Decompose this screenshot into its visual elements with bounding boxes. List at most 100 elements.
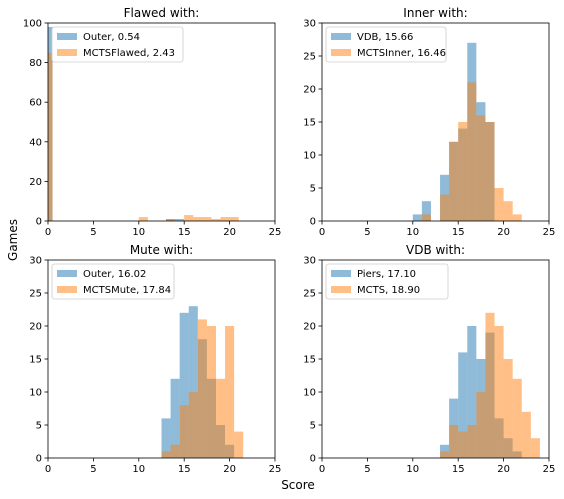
x-tick-label: 25 <box>269 227 282 238</box>
x-tick-label: 20 <box>223 227 236 238</box>
figure-x-label: Score <box>281 478 315 492</box>
legend-swatch <box>331 270 351 277</box>
bar-4-s2-3 <box>458 431 468 458</box>
x-tick-label: 25 <box>543 227 556 238</box>
legend-entry: Piers, 17.10 <box>357 269 416 280</box>
y-tick-label: 30 <box>303 19 316 30</box>
bar-2-s2-4 <box>449 141 459 221</box>
x-tick-label: 25 <box>543 464 556 475</box>
y-tick-label: 5 <box>310 184 316 195</box>
bar-1-s2-7 <box>211 219 221 221</box>
bar-2-s2-3 <box>440 194 450 221</box>
bar-3-s2-8 <box>225 326 235 458</box>
subplot-3: 0 5 10 15 20 25 0 5 10 15 20 25 30 Mute with: Outer, 1… <box>29 243 281 475</box>
bar-4-s2-10 <box>521 411 531 458</box>
bar-3-s1-4 <box>188 306 198 458</box>
legend-entry: Outer, 16.02 <box>83 269 146 280</box>
legend-entry: Outer, 0.54 <box>83 32 140 43</box>
bar-3-s1-3 <box>179 312 189 458</box>
subplot-2: 0 5 10 15 20 25 0 5 10 15 20 25 30 Inner with: VDB, 15… <box>303 6 555 238</box>
bar-1-s2-9 <box>229 217 239 221</box>
bar-1-s1-3 <box>175 219 185 221</box>
legend-box <box>51 263 175 300</box>
y-tick-label: 0 <box>36 217 42 228</box>
bar-1-s2-3 <box>166 219 176 221</box>
bar-4-s2-4 <box>467 425 477 458</box>
x-tick-label: 5 <box>90 227 96 238</box>
x-tick-label: 0 <box>45 464 51 475</box>
x-tick-label: 5 <box>364 227 370 238</box>
bar-2-s2-5 <box>458 122 468 221</box>
legend-box <box>325 26 447 63</box>
x-tick-label: 10 <box>132 227 145 238</box>
y-tick-label: 0 <box>310 217 316 228</box>
bar-4-s2-9 <box>512 378 522 458</box>
bar-2-s1-2 <box>421 201 431 221</box>
y-tick-label: 20 <box>29 177 42 188</box>
legend-swatch <box>57 49 77 56</box>
y-tick-label: 15 <box>29 355 42 366</box>
legend-swatch <box>331 49 351 56</box>
y-tick-label: 25 <box>29 289 42 300</box>
y-tick-label: 30 <box>303 256 316 267</box>
y-tick-label: 5 <box>310 421 316 432</box>
bar-1-s2-1 <box>48 52 53 222</box>
legend-box <box>325 263 449 300</box>
x-tick-label: 0 <box>319 464 325 475</box>
bar-4-s2-1 <box>440 451 450 458</box>
bar-1-s2-4 <box>184 215 194 221</box>
legend-swatch <box>57 270 77 277</box>
bar-4-s2-6 <box>485 312 495 458</box>
legend-entry: MCTSInner, 16.46 <box>357 48 446 59</box>
bar-4-s2-11 <box>530 438 540 458</box>
bar-3-s1-1 <box>161 418 171 458</box>
y-tick-label: 20 <box>303 85 316 96</box>
y-tick-label: 0 <box>36 454 42 465</box>
bar-2-s2-8 <box>485 122 495 221</box>
x-tick-label: 20 <box>223 464 236 475</box>
subplot-4: 0 5 10 15 20 25 0 5 10 15 20 25 30 VDB with: Piers, 17… <box>303 243 555 475</box>
bar-2-s2-10 <box>503 201 513 221</box>
y-tick-label: 25 <box>303 52 316 63</box>
bar-3-s2-4 <box>188 392 198 458</box>
x-tick-label: 20 <box>497 464 510 475</box>
bar-2-s2-7 <box>476 115 486 221</box>
legend-entry: MCTSMute, 17.84 <box>83 285 171 296</box>
legend-swatch <box>57 33 77 40</box>
y-tick-label: 60 <box>29 98 42 109</box>
bar-3-s2-5 <box>197 319 207 458</box>
bar-1-s2-6 <box>202 217 212 221</box>
bar-3-s2-1 <box>161 451 171 458</box>
bar-2-s2-11 <box>512 214 522 221</box>
bar-3-s2-2 <box>170 444 180 458</box>
figure-y-label: Games <box>6 219 20 261</box>
y-tick-label: 40 <box>29 137 42 148</box>
x-tick-label: 15 <box>178 464 191 475</box>
subplot-title: Inner with: <box>403 6 467 20</box>
legend-entry: MCTSFlawed, 2.43 <box>83 48 175 59</box>
bar-1-s2-5 <box>193 217 203 221</box>
y-tick-label: 0 <box>310 454 316 465</box>
x-tick-label: 25 <box>269 464 282 475</box>
legend-box <box>51 26 184 63</box>
y-tick-label: 15 <box>303 118 316 129</box>
bar-3-s2-6 <box>206 326 216 458</box>
bar-3-s2-3 <box>179 405 189 458</box>
y-tick-label: 25 <box>303 289 316 300</box>
x-tick-label: 10 <box>406 464 419 475</box>
x-tick-label: 10 <box>406 227 419 238</box>
bar-1-s2-2 <box>138 217 148 221</box>
x-tick-label: 0 <box>45 227 51 238</box>
y-tick-label: 10 <box>29 388 42 399</box>
legend-entry: MCTS, 18.90 <box>357 285 420 296</box>
legend-entry: VDB, 15.66 <box>357 32 413 43</box>
subplot-title: Mute with: <box>130 243 193 257</box>
bar-4-s1-4 <box>467 326 477 458</box>
bar-2-s2-1 <box>421 214 431 221</box>
bar-1-s2-8 <box>220 217 230 221</box>
bar-4-s1-3 <box>458 352 468 458</box>
x-tick-label: 15 <box>452 227 465 238</box>
y-tick-label: 10 <box>303 388 316 399</box>
legend-swatch <box>331 33 351 40</box>
x-tick-label: 5 <box>364 464 370 475</box>
